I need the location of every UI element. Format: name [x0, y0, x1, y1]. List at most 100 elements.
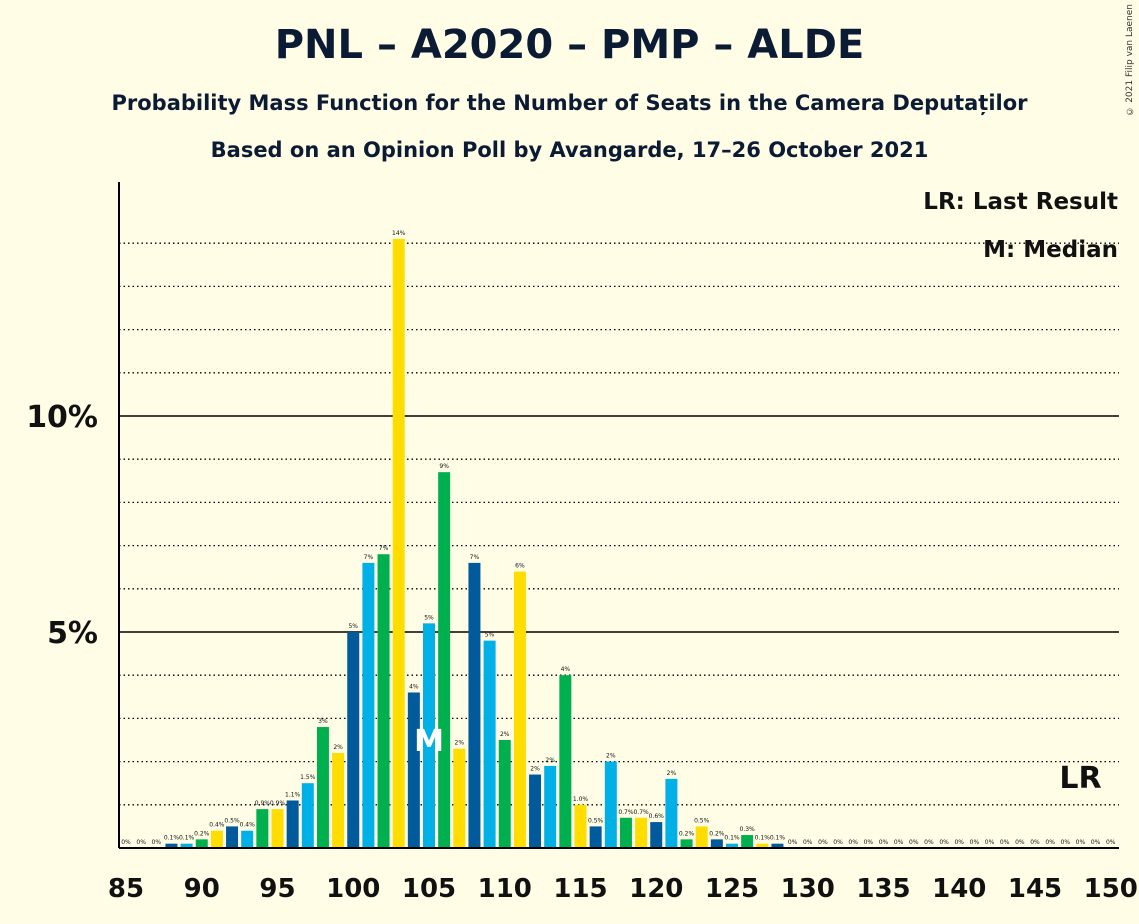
bar-seat-111: [514, 572, 526, 848]
bar-seat-97: [302, 783, 314, 848]
x-tick-label-130: 130: [781, 874, 835, 904]
data-label-seat-117: 2%: [606, 753, 616, 760]
x-tick-label-100: 100: [326, 874, 380, 904]
x-tick-label-145: 145: [1008, 874, 1062, 904]
data-label-seat-125: 0.1%: [724, 835, 740, 842]
data-label-seat-140: 0%: [954, 839, 964, 846]
data-label-seat-109: 5%: [485, 632, 495, 639]
bar-seat-94: [256, 809, 268, 848]
x-tick-label-150: 150: [1084, 874, 1138, 904]
x-tick-label-135: 135: [856, 874, 910, 904]
x-tick-label-85: 85: [108, 874, 144, 904]
x-tick-label-125: 125: [705, 874, 759, 904]
bar-seat-110: [499, 740, 511, 848]
bar-seat-116: [590, 826, 602, 848]
data-label-seat-132: 0%: [833, 839, 843, 846]
x-axis-ticks: 85 90 95 100 105 110 115 120 125 130 135 140 145 150: [108, 874, 1138, 904]
data-label-seat-112: 2%: [530, 766, 540, 773]
bar-seat-114: [559, 675, 571, 848]
data-label-seat-139: 0%: [939, 839, 949, 846]
bar-seat-106: [438, 472, 450, 848]
data-label-seat-120: 0.6%: [649, 813, 665, 820]
data-label-seat-96: 1.1%: [285, 791, 301, 798]
bar-seat-117: [605, 762, 617, 848]
legend-last-result: LR: Last Result: [923, 189, 1118, 215]
data-label-seat-143: 0%: [1000, 839, 1010, 846]
bar-seat-120: [650, 822, 662, 848]
data-label-seat-133: 0%: [848, 839, 858, 846]
data-label-seat-86: 0%: [136, 839, 146, 846]
y-tick-label-10: 10%: [26, 400, 98, 435]
data-label-seat-119: 0.7%: [633, 809, 649, 816]
bar-seat-102: [378, 554, 390, 848]
data-label-seat-135: 0%: [879, 839, 889, 846]
x-tick-label-95: 95: [259, 874, 295, 904]
bar-seat-118: [620, 818, 632, 848]
data-label-seat-126: 0.3%: [740, 826, 756, 833]
bar-seat-91: [211, 831, 223, 848]
data-label-seat-150: 0%: [1106, 839, 1116, 846]
data-label-seat-108: 7%: [470, 554, 480, 561]
bar-seat-126: [741, 835, 753, 848]
data-label-seat-85: 0%: [121, 839, 131, 846]
data-label-seat-99: 2%: [333, 744, 343, 751]
data-label-seat-147: 0%: [1061, 839, 1071, 846]
data-labels-group: 0% 0% 0%0.1% 0.1%0.2%0.4%0.5%0.4%0.9% 0.9%1.…: [121, 230, 1116, 846]
bar-seat-101: [362, 563, 374, 848]
bar-seat-100: [347, 632, 359, 848]
data-label-seat-128: 0.1%: [770, 835, 786, 842]
bar-seat-92: [226, 826, 238, 848]
data-label-seat-130: 0%: [803, 839, 813, 846]
data-label-seat-94: 0.9%: [255, 800, 271, 807]
data-label-seat-104: 4%: [409, 683, 419, 690]
data-label-seat-146: 0%: [1045, 839, 1055, 846]
data-label-seat-113: 2%: [545, 757, 555, 764]
bar-seat-90: [196, 839, 208, 848]
data-label-seat-111: 6%: [515, 563, 525, 570]
x-tick-label-140: 140: [932, 874, 986, 904]
data-label-seat-93: 0.4%: [240, 822, 256, 829]
bar-seat-112: [529, 775, 541, 848]
data-label-seat-118: 0.7%: [618, 809, 634, 816]
data-label-seat-142: 0%: [985, 839, 995, 846]
data-label-seat-131: 0%: [818, 839, 828, 846]
data-label-seat-123: 0.5%: [694, 817, 710, 824]
data-label-seat-127: 0.1%: [755, 835, 771, 842]
bar-seat-121: [665, 779, 677, 848]
data-label-seat-121: 2%: [667, 770, 677, 777]
data-label-seat-144: 0%: [1015, 839, 1025, 846]
data-label-seat-124: 0.2%: [709, 830, 725, 837]
bar-seat-123: [696, 826, 708, 848]
data-label-seat-98: 3%: [318, 718, 328, 725]
data-label-seat-129: 0%: [788, 839, 798, 846]
bar-seat-98: [317, 727, 329, 848]
x-tick-label-120: 120: [629, 874, 683, 904]
data-label-seat-145: 0%: [1030, 839, 1040, 846]
y-axis-ticks: 5%10%: [26, 400, 98, 651]
bar-seat-107: [453, 749, 465, 848]
data-label-seat-107: 2%: [455, 740, 465, 747]
data-label-seat-100: 5%: [348, 623, 358, 630]
data-label-seat-89: 0.1%: [179, 835, 195, 842]
data-label-seat-101: 7%: [364, 554, 374, 561]
bar-seat-122: [681, 839, 693, 848]
last-result-marker: LR: [1059, 761, 1101, 796]
data-label-seat-103: 14%: [392, 230, 406, 237]
data-label-seat-122: 0.2%: [679, 830, 695, 837]
data-label-seat-87: 0%: [152, 839, 162, 846]
data-label-seat-91: 0.4%: [209, 822, 225, 829]
data-label-seat-149: 0%: [1091, 839, 1101, 846]
data-label-seat-134: 0%: [864, 839, 874, 846]
bar-seat-109: [484, 641, 496, 848]
x-tick-label-105: 105: [402, 874, 456, 904]
data-label-seat-88: 0.1%: [164, 835, 180, 842]
data-label-seat-137: 0%: [909, 839, 919, 846]
bar-seat-124: [711, 839, 723, 848]
data-label-seat-102: 7%: [379, 545, 389, 552]
data-label-seat-105: 5%: [424, 614, 434, 621]
x-tick-label-90: 90: [184, 874, 220, 904]
bar-seat-108: [468, 563, 480, 848]
data-label-seat-138: 0%: [924, 839, 934, 846]
grid-lines: [119, 243, 1119, 805]
data-label-seat-114: 4%: [561, 666, 571, 673]
